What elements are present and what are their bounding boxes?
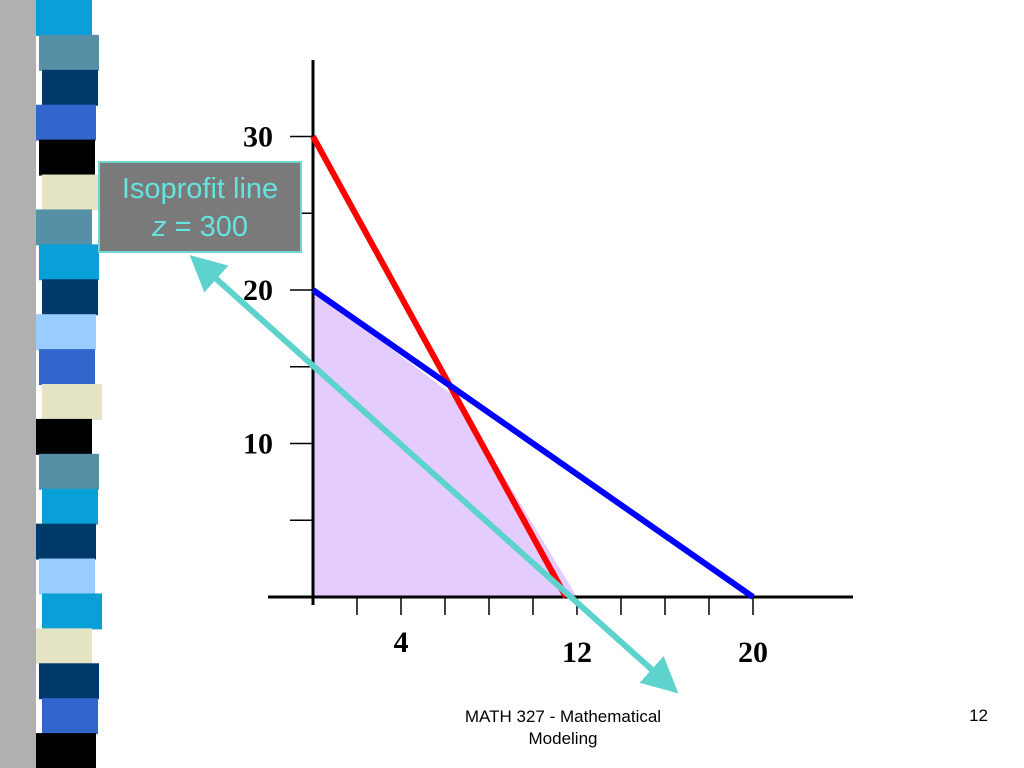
strip-band: [39, 244, 99, 281]
strip-band: [39, 453, 99, 490]
callout-line1: Isoprofit line: [121, 173, 279, 205]
footer-page-number: 12: [969, 706, 988, 725]
x-ticks: [356, 597, 754, 615]
strip-band: [42, 279, 98, 316]
y-tick-label: 20: [243, 274, 273, 307]
strip-band: [42, 698, 98, 735]
strip-band: [39, 663, 99, 700]
y-tick-label: 10: [243, 428, 273, 461]
strip-band: [36, 418, 92, 455]
footer-course: MATH 327 - Mathematical Modeling: [464, 707, 662, 748]
strip-band: [36, 0, 92, 36]
strip-shadow: [0, 0, 36, 768]
strip-band: [42, 384, 102, 420]
strip-band: [39, 349, 95, 385]
decorative-strip: [0, 0, 102, 768]
strip-band: [36, 104, 96, 141]
series-line-2: [189, 254, 679, 694]
strip-band: [39, 139, 95, 176]
x-tick-label: 4: [394, 626, 409, 659]
callout-value: = 300: [166, 211, 248, 243]
series-lines: [189, 135, 755, 694]
strip-band: [39, 34, 99, 71]
strip-band: [36, 733, 96, 768]
strip-band: [39, 558, 95, 595]
y-tick-label: 30: [243, 121, 273, 154]
strip-band: [36, 209, 92, 246]
isoprofit-callout: Isoprofit line z = 300: [98, 161, 302, 253]
strip-band: [42, 174, 102, 211]
callout-line2: z = 300: [100, 208, 300, 246]
x-tick-labels: 4 12 20: [394, 626, 769, 669]
strip-band: [36, 628, 92, 665]
x-tick-label: 12: [562, 636, 592, 669]
strip-band: [42, 488, 98, 525]
strip-band: [42, 69, 98, 106]
strip-band: [42, 593, 102, 630]
callout-variable: z: [152, 211, 167, 243]
x-tick-label: 20: [738, 636, 768, 669]
strip-band: [36, 523, 96, 560]
strip-band: [36, 314, 96, 351]
